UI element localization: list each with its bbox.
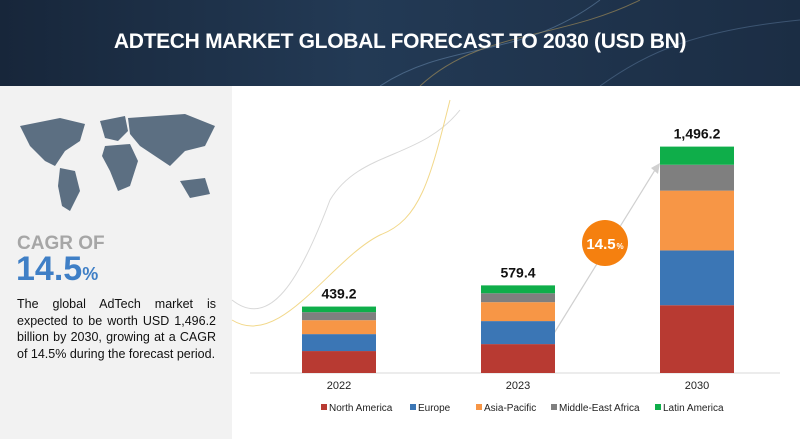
bar-segment-europe-2023 xyxy=(481,321,555,345)
cagr-value: 14.5% xyxy=(16,250,98,289)
cagr-unit: % xyxy=(82,264,99,284)
bar-segment-asia-pacific-2030 xyxy=(660,190,734,251)
world-map-icon xyxy=(20,114,215,211)
bar-segment-north-america-2030 xyxy=(660,305,734,373)
x-tick-label: 2022 xyxy=(327,380,351,392)
legend-label: Latin America xyxy=(663,403,724,414)
legend-label: Middle-East Africa xyxy=(559,403,640,414)
legend-swatch xyxy=(551,404,557,410)
bar-segment-middle-east-africa-2022 xyxy=(302,312,376,321)
bar-segment-north-america-2022 xyxy=(302,351,376,373)
legend-label: Asia-Pacific xyxy=(484,403,536,414)
bar-segment-europe-2022 xyxy=(302,334,376,352)
badge-value: 14.5 xyxy=(586,236,615,253)
bar-segment-europe-2030 xyxy=(660,250,734,306)
badge-circle xyxy=(582,220,628,266)
total-label-2022: 439.2 xyxy=(321,286,356,302)
total-label-2023: 579.4 xyxy=(500,264,535,280)
legend-label: North America xyxy=(329,403,393,414)
legend-label: Europe xyxy=(418,403,451,414)
bar-segment-latin-america-2022 xyxy=(302,306,376,313)
legend-swatch xyxy=(655,404,661,410)
header-banner: ADTECH MARKET GLOBAL FORECAST TO 2030 (U… xyxy=(0,0,800,86)
bar-segment-latin-america-2023 xyxy=(481,285,555,294)
x-tick-label: 2030 xyxy=(685,380,709,392)
bar-segment-asia-pacific-2022 xyxy=(302,320,376,335)
legend-swatch xyxy=(476,404,482,410)
summary-panel: CAGR OF 14.5% The global AdTech market i… xyxy=(0,86,232,439)
cagr-label: CAGR OF xyxy=(17,233,105,254)
decor-curve xyxy=(231,109,461,310)
bar-segment-middle-east-africa-2030 xyxy=(660,164,734,191)
decor-curve xyxy=(231,99,451,327)
x-tick-label: 2023 xyxy=(506,380,530,392)
bar-segment-north-america-2023 xyxy=(481,344,555,373)
market-description: The global AdTech market is expected to … xyxy=(17,297,216,361)
legend-swatch xyxy=(321,404,327,410)
total-label-2030: 1,496.2 xyxy=(674,126,721,142)
page-title: ADTECH MARKET GLOBAL FORECAST TO 2030 (U… xyxy=(113,30,687,53)
bar-segment-asia-pacific-2023 xyxy=(481,302,555,322)
badge-unit: % xyxy=(616,242,623,251)
cagr-badge: 14.5 % xyxy=(582,220,628,266)
cagr-number: 14.5 xyxy=(16,250,83,288)
bar-segment-latin-america-2030 xyxy=(660,146,734,165)
growth-arrowhead xyxy=(651,163,660,174)
bar-segment-middle-east-africa-2023 xyxy=(481,293,555,303)
legend-swatch xyxy=(410,404,416,410)
decorative-lines xyxy=(379,0,800,86)
